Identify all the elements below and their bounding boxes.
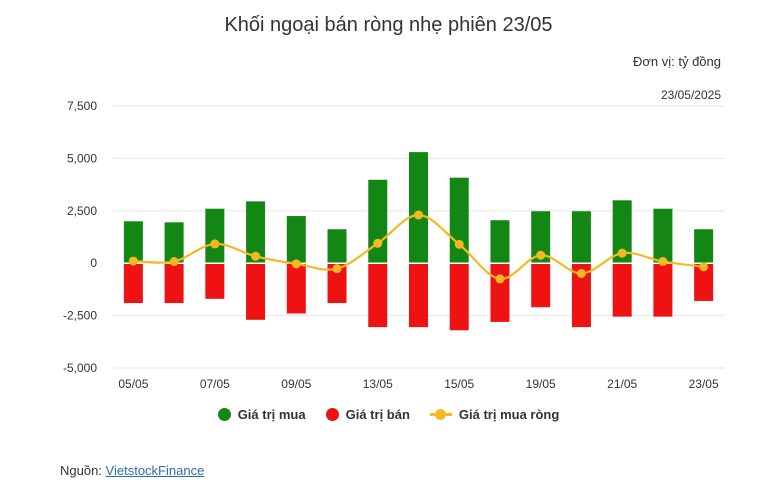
net-point bbox=[576, 268, 586, 278]
net-point bbox=[454, 239, 464, 249]
net-point bbox=[291, 259, 301, 269]
legend-buy-label: Giá trị mua bbox=[237, 407, 306, 422]
x-tick-label: 07/05 bbox=[200, 377, 230, 391]
legend: Giá trị mua Giá trị bán Giá trị mua ròng bbox=[0, 407, 777, 422]
net-point bbox=[251, 251, 261, 261]
x-tick-label: 09/05 bbox=[281, 377, 311, 391]
bar-sell bbox=[164, 263, 184, 304]
bar-buy bbox=[694, 229, 714, 264]
x-tick-label: 23/05 bbox=[689, 377, 719, 391]
bar-buy bbox=[286, 216, 306, 264]
bar-buy bbox=[449, 177, 469, 264]
legend-item-sell[interactable]: Giá trị bán bbox=[325, 407, 410, 422]
net-point bbox=[495, 274, 505, 284]
legend-buy-marker bbox=[217, 408, 231, 421]
bar-sell bbox=[571, 263, 591, 328]
x-tick-label: 15/05 bbox=[444, 377, 474, 391]
bar-sell bbox=[286, 263, 306, 314]
y-tick-label: -2,500 bbox=[63, 309, 97, 323]
x-tick-label: 19/05 bbox=[526, 377, 556, 391]
y-tick-label: 5,000 bbox=[67, 151, 97, 165]
bar-sell bbox=[449, 263, 469, 331]
bar-sell bbox=[490, 263, 510, 322]
bar-sell bbox=[368, 263, 388, 328]
x-tick-label: 21/05 bbox=[607, 377, 637, 391]
net-point bbox=[210, 239, 220, 249]
net-point bbox=[373, 238, 383, 248]
bar-buy bbox=[246, 201, 266, 264]
bar-buy bbox=[205, 208, 225, 264]
net-point bbox=[332, 264, 342, 274]
bar-buy bbox=[409, 152, 428, 264]
net-point bbox=[617, 248, 627, 258]
bar-buy bbox=[571, 211, 591, 264]
y-tick-label: 7,500 bbox=[67, 99, 97, 113]
bar-buy bbox=[490, 220, 510, 264]
bar-sell bbox=[409, 263, 428, 328]
x-tick-label: 05/05 bbox=[118, 377, 148, 391]
legend-item-net[interactable]: Giá trị mua ròng bbox=[429, 407, 560, 422]
bar-sell bbox=[205, 263, 225, 299]
legend-sell-marker bbox=[325, 408, 339, 421]
bar-buy bbox=[164, 222, 184, 264]
bar-buy bbox=[368, 179, 388, 264]
legend-item-buy[interactable]: Giá trị mua bbox=[217, 407, 306, 422]
legend-sell-label: Giá trị bán bbox=[345, 407, 410, 422]
bar-sell bbox=[612, 263, 632, 317]
bar-buy bbox=[327, 229, 347, 264]
date-label: 23/05/2025 bbox=[660, 88, 721, 102]
y-tick-label: 2,500 bbox=[67, 204, 97, 218]
unit-label: Đơn vị: tỷ đồng bbox=[632, 54, 721, 69]
bar-buy bbox=[531, 211, 551, 264]
y-tick-label: 0 bbox=[90, 256, 97, 270]
y-tick-label: -5,000 bbox=[63, 361, 97, 375]
source-link[interactable]: VietstockFinance bbox=[105, 463, 205, 478]
bar-sell bbox=[327, 263, 347, 304]
bar-buy bbox=[612, 200, 632, 264]
source-prefix: Nguồn: bbox=[60, 463, 102, 478]
x-tick-label: 13/05 bbox=[363, 377, 393, 391]
bar-sell bbox=[531, 263, 551, 308]
net-point bbox=[536, 250, 546, 260]
net-point bbox=[699, 262, 709, 272]
net-point bbox=[414, 210, 423, 220]
bar-sell bbox=[653, 263, 673, 317]
legend-net-marker bbox=[429, 408, 452, 421]
net-point bbox=[169, 257, 179, 267]
bar-buy bbox=[123, 221, 143, 264]
bar-sell bbox=[123, 263, 143, 304]
bar-sell bbox=[694, 263, 714, 301]
net-point bbox=[128, 256, 138, 266]
source-note: Nguồn: VietstockFinance bbox=[60, 463, 204, 478]
legend-net-label: Giá trị mua ròng bbox=[458, 407, 560, 422]
bar-buy bbox=[653, 208, 673, 264]
net-point bbox=[658, 257, 668, 267]
chart-title: Khối ngoại bán ròng nhẹ phiên 23/05 bbox=[224, 14, 553, 36]
bar-sell bbox=[246, 263, 266, 320]
